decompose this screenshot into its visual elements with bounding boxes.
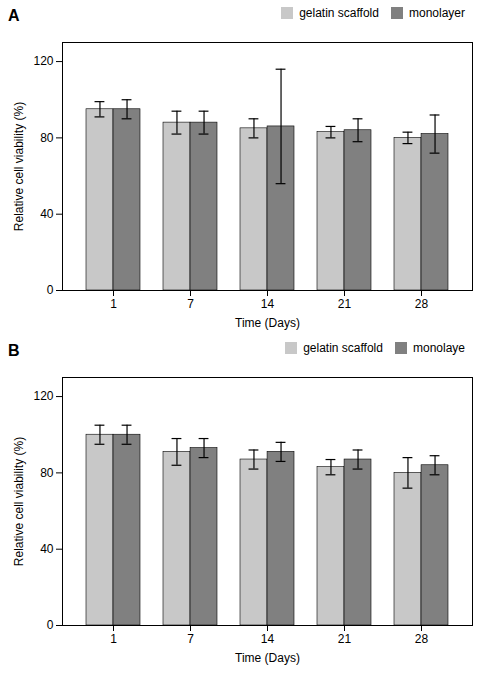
html-text:gelatin scaffold: gelatin scaffold xyxy=(299,6,379,20)
svg-text:21: 21 xyxy=(338,632,352,646)
svg-text:Time (Days): Time (Days) xyxy=(235,316,300,330)
html-text:monolayer: monolayer xyxy=(409,6,465,20)
svg-text:Time (Days): Time (Days) xyxy=(235,651,300,665)
html-text:monolaye: monolaye xyxy=(413,341,465,355)
svg-text:120: 120 xyxy=(33,389,53,403)
svg-text:21: 21 xyxy=(338,297,352,311)
svg-text:80: 80 xyxy=(40,131,54,145)
html-text:A: A xyxy=(8,7,20,24)
svg-text:28: 28 xyxy=(415,297,429,311)
svg-text:14: 14 xyxy=(261,297,275,311)
svg-text:7: 7 xyxy=(187,297,194,311)
svg-text:1: 1 xyxy=(110,632,117,646)
svg-text:0: 0 xyxy=(47,618,54,632)
svg-text:40: 40 xyxy=(40,207,54,221)
svg-text:120: 120 xyxy=(33,54,53,68)
svg-text:Relative cell viability (%): Relative cell viability (%) xyxy=(12,437,26,566)
svg-text:Relative cell viability (%): Relative cell viability (%) xyxy=(12,102,26,231)
html-text:gelatin scaffold: gelatin scaffold xyxy=(303,341,383,355)
svg-text:40: 40 xyxy=(40,542,54,556)
svg-text:28: 28 xyxy=(415,632,429,646)
svg-text:1: 1 xyxy=(110,297,117,311)
svg-text:0: 0 xyxy=(47,283,54,297)
svg-text:80: 80 xyxy=(40,466,54,480)
html-text:B: B xyxy=(8,342,20,359)
svg-text:7: 7 xyxy=(187,632,194,646)
svg-text:14: 14 xyxy=(261,632,275,646)
